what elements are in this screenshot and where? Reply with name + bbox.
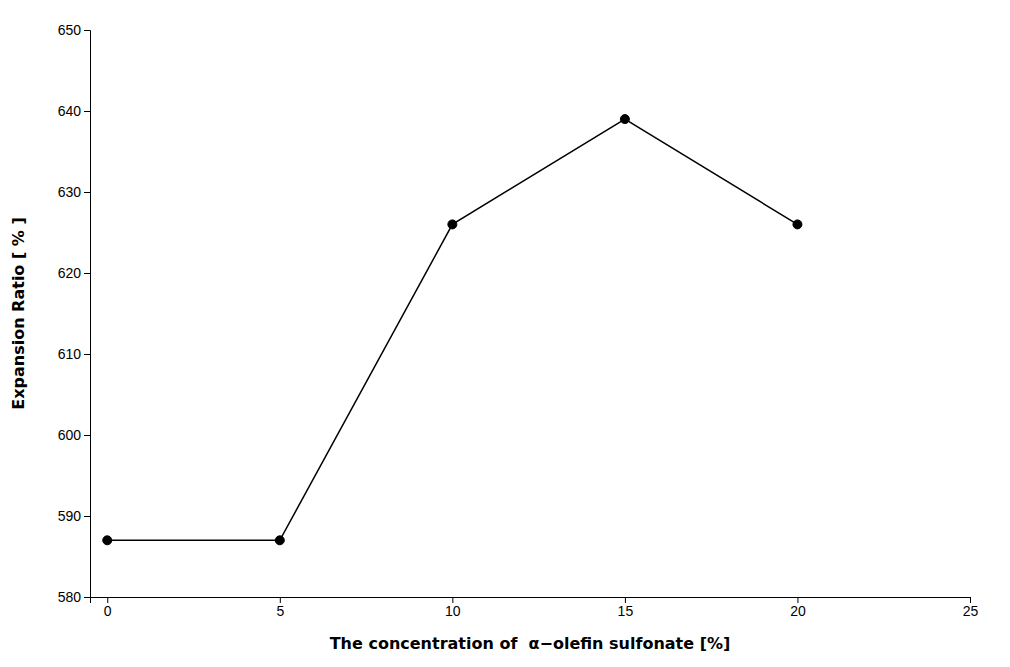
y-tick-label: 590: [58, 508, 82, 524]
y-tick: 610: [58, 346, 90, 362]
x-axis: 0 5 10 15 20 25: [91, 597, 979, 619]
y-tick-label: 600: [58, 427, 82, 443]
point: [448, 220, 457, 229]
x-tick: 20: [790, 597, 806, 619]
x-axis-line: [91, 598, 971, 604]
plot: 0 5 10 15 20 25 580 590 600 610 620 630 640 650: [58, 22, 979, 619]
y-tick-mark: [84, 435, 90, 436]
y-axis-title: Expansion Ratio [ % ]: [9, 217, 28, 409]
y-tick: 590: [58, 508, 90, 524]
y-tick-label: 640: [58, 103, 82, 119]
point: [620, 115, 629, 124]
y-tick-mark: [84, 30, 90, 31]
x-tick: 15: [618, 597, 634, 619]
y-tick-label: 650: [58, 22, 82, 38]
y-tick-label: 610: [58, 346, 82, 362]
x-tick-label: 0: [104, 603, 112, 619]
y-tick-label: 630: [58, 184, 82, 200]
y-tick-mark: [84, 192, 90, 193]
x-tick-label: 25: [963, 603, 979, 619]
y-tick: 640: [58, 103, 90, 119]
y-axis-line: [84, 31, 91, 598]
y-tick-mark: [84, 597, 90, 598]
y-tick-mark: [84, 273, 90, 274]
y-tick-mark: [84, 354, 90, 355]
y-tick-mark: [84, 111, 90, 112]
x-tick-label: 10: [445, 603, 461, 619]
point: [275, 536, 284, 545]
x-tick: 25: [963, 597, 979, 619]
y-axis: 580 590 600 610 620 630 640 650: [58, 22, 91, 605]
x-tick: 10: [445, 597, 461, 619]
y-tick: 620: [58, 265, 90, 281]
y-tick: 600: [58, 427, 90, 443]
x-axis-title: The concentration of α−olefin sulfonate …: [330, 634, 731, 653]
x-tick-label: 20: [790, 603, 806, 619]
y-tick: 650: [58, 22, 90, 38]
series: [103, 115, 802, 545]
point: [103, 536, 112, 545]
x-tick: 5: [276, 597, 284, 619]
x-tick: 0: [104, 597, 112, 619]
y-tick-label: 620: [58, 265, 82, 281]
y-tick-label: 580: [58, 589, 82, 605]
y-tick: 580: [58, 589, 90, 605]
y-tick: 630: [58, 184, 90, 200]
x-tick-label: 5: [276, 603, 284, 619]
x-tick-label: 15: [618, 603, 634, 619]
y-tick-mark: [84, 516, 90, 517]
point: [793, 220, 802, 229]
line: [107, 119, 797, 540]
chart: 0 5 10 15 20 25 580 590 600 610 620 630 640 650 The co…: [0, 0, 1010, 667]
